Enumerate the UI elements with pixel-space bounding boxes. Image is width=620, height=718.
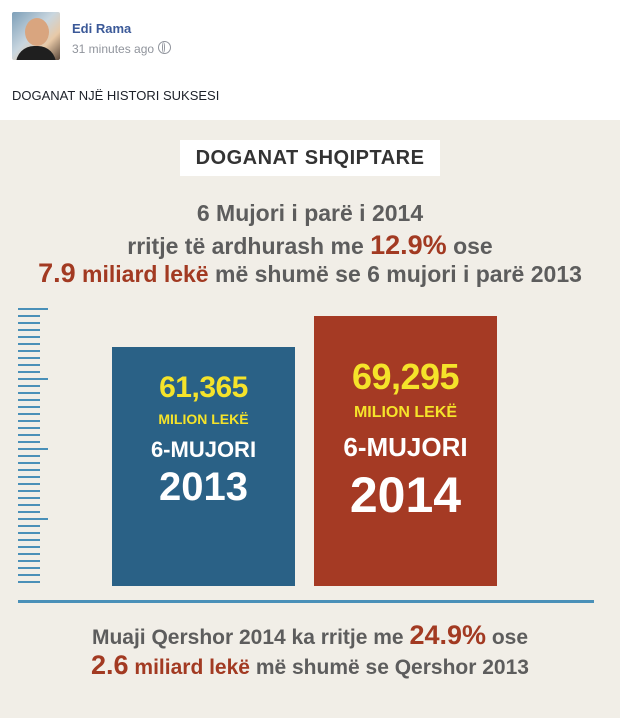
footer-amount: 2.6 [91,650,129,680]
headline-growth-pct: 12.9% [370,230,447,260]
footer-line-2: 2.6 miliard lekë më shumë se Qershor 201… [0,650,620,681]
ruler-tick [18,511,40,513]
ruler-tick [18,525,40,527]
post-meta: 31 minutes ago [72,41,172,56]
ruler-tick [18,406,40,408]
ruler-tick [18,532,40,534]
headline-line-3-post: më shumë se 6 mujori i parë 2013 [208,261,582,287]
ruler-tick [18,581,40,583]
footer-line-1: Muaji Qershor 2014 ka rritje me 24.9% os… [0,620,620,651]
footer-growth-pct: 24.9% [409,620,486,650]
post-timestamp[interactable]: 31 minutes ago [72,42,155,56]
bar-2013-year: 2013 [159,465,248,509]
ruler-tick [18,413,40,415]
bar-2014-year: 2014 [349,467,462,523]
ruler-tick [18,350,40,352]
ruler-tick [18,455,40,457]
bar-2013-value: 61,365 [159,371,248,404]
ruler-tick [18,315,40,317]
ruler-tick [18,371,40,373]
ruler-tick [18,392,40,394]
ruler-tick [18,462,40,464]
ruler-tick [18,420,40,422]
headline-line-2-post: ose [446,233,493,259]
bar-2014-period: 6-MUJORI [343,432,468,462]
headline-line-2-pre: rritje të ardhurash me [127,233,371,259]
bar-2013-unit: MILION LEKË [158,411,249,427]
headline-amount: 7.9 [38,258,76,288]
ruler-tick [18,490,40,492]
footer-line-2-post: më shumë se Qershor 2013 [249,656,529,679]
footer-line-1-post: ose [486,626,529,649]
headline-line-1: 6 Mujori i parë i 2014 [196,200,424,226]
ruler-tick [18,399,40,401]
ruler-tick [18,483,40,485]
ruler-tick [18,427,40,429]
infographic-image[interactable]: DOGANAT SHQIPTARE 6 Mujori i parë i 2014… [0,120,620,718]
headline-line-3: 7.9 miliard lekë më shumë se 6 mujori i … [0,258,620,289]
infographic-title-bar: DOGANAT SHQIPTARE [180,140,440,176]
ruler-tick [18,448,48,450]
ruler-tick [18,497,40,499]
footer-amount-unit: miliard lekë [128,656,250,679]
bar-2013-period: 6-MUJORI [150,437,257,462]
ruler-tick [18,434,40,436]
ruler-tick [18,560,40,562]
author-name[interactable]: Edi Rama [72,21,132,36]
ruler-tick [18,574,40,576]
post-text: DOGANAT NJË HISTORI SUKSESI [12,88,220,103]
infographic-title: DOGANAT SHQIPTARE [195,147,425,169]
ruler-tick [18,357,40,359]
ruler-tick [18,329,40,331]
ruler-tick [18,567,40,569]
ruler-tick [18,336,40,338]
avatar-shoulders [16,46,56,60]
ruler-tick [18,378,48,380]
bar-2014: 69,295 MILION LEKË 6-MUJORI 2014 [314,316,497,586]
ruler-tick [18,322,40,324]
ruler-tick [18,553,40,555]
ruler-tick [18,518,48,520]
ruler-tick [18,546,40,548]
ruler-tick [18,308,48,310]
headline-line-2: rritje të ardhurash me 12.9% ose [0,230,620,261]
ruler-tick [18,343,40,345]
bar-2013: 61,365 MILION LEKË 6-MUJORI 2013 [112,347,295,586]
headline-amount-unit: miliard lekë [75,261,209,287]
ruler-tick [18,539,40,541]
avatar-face [25,18,49,46]
decorative-scale-ruler [18,308,48,588]
ruler-tick [18,441,40,443]
bar-2014-unit: MILION LEKË [353,404,458,421]
ruler-tick [18,504,40,506]
globe-icon[interactable] [158,41,172,54]
ruler-tick [18,385,40,387]
footer-line-1-pre: Muaji Qershor 2014 ka rritje me [91,626,410,649]
ruler-tick [18,364,40,366]
avatar[interactable] [12,12,60,60]
ruler-tick [18,476,40,478]
post-header: Edi Rama 31 minutes ago [12,12,608,62]
chart-baseline [18,600,594,603]
ruler-tick [18,469,40,471]
bar-2014-value: 69,295 [351,356,460,397]
